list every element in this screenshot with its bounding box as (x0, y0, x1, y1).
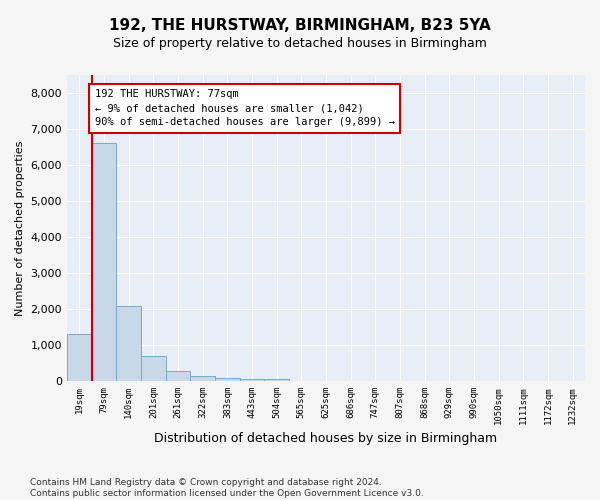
Bar (92, 144, 116, 381)
Bar (190, 376, 215, 381)
Bar (116, 306, 141, 381)
Text: 192, THE HURSTWAY, BIRMINGHAM, B23 5YA: 192, THE HURSTWAY, BIRMINGHAM, B23 5YA (109, 18, 491, 32)
Text: 192 THE HURSTWAY: 77sqm
← 9% of detached houses are smaller (1,042)
90% of semi-: 192 THE HURSTWAY: 77sqm ← 9% of detached… (95, 90, 395, 128)
Text: Size of property relative to detached houses in Birmingham: Size of property relative to detached ho… (113, 38, 487, 51)
Y-axis label: Number of detached properties: Number of detached properties (15, 140, 25, 316)
X-axis label: Distribution of detached houses by size in Birmingham: Distribution of detached houses by size … (154, 432, 497, 445)
Bar (265, 379, 289, 381)
Bar (239, 379, 265, 381)
Bar (215, 378, 239, 381)
Text: Contains HM Land Registry data © Crown copyright and database right 2024.
Contai: Contains HM Land Registry data © Crown c… (30, 478, 424, 498)
Bar (141, 356, 166, 381)
Bar (166, 371, 190, 381)
Bar (67, 334, 92, 381)
